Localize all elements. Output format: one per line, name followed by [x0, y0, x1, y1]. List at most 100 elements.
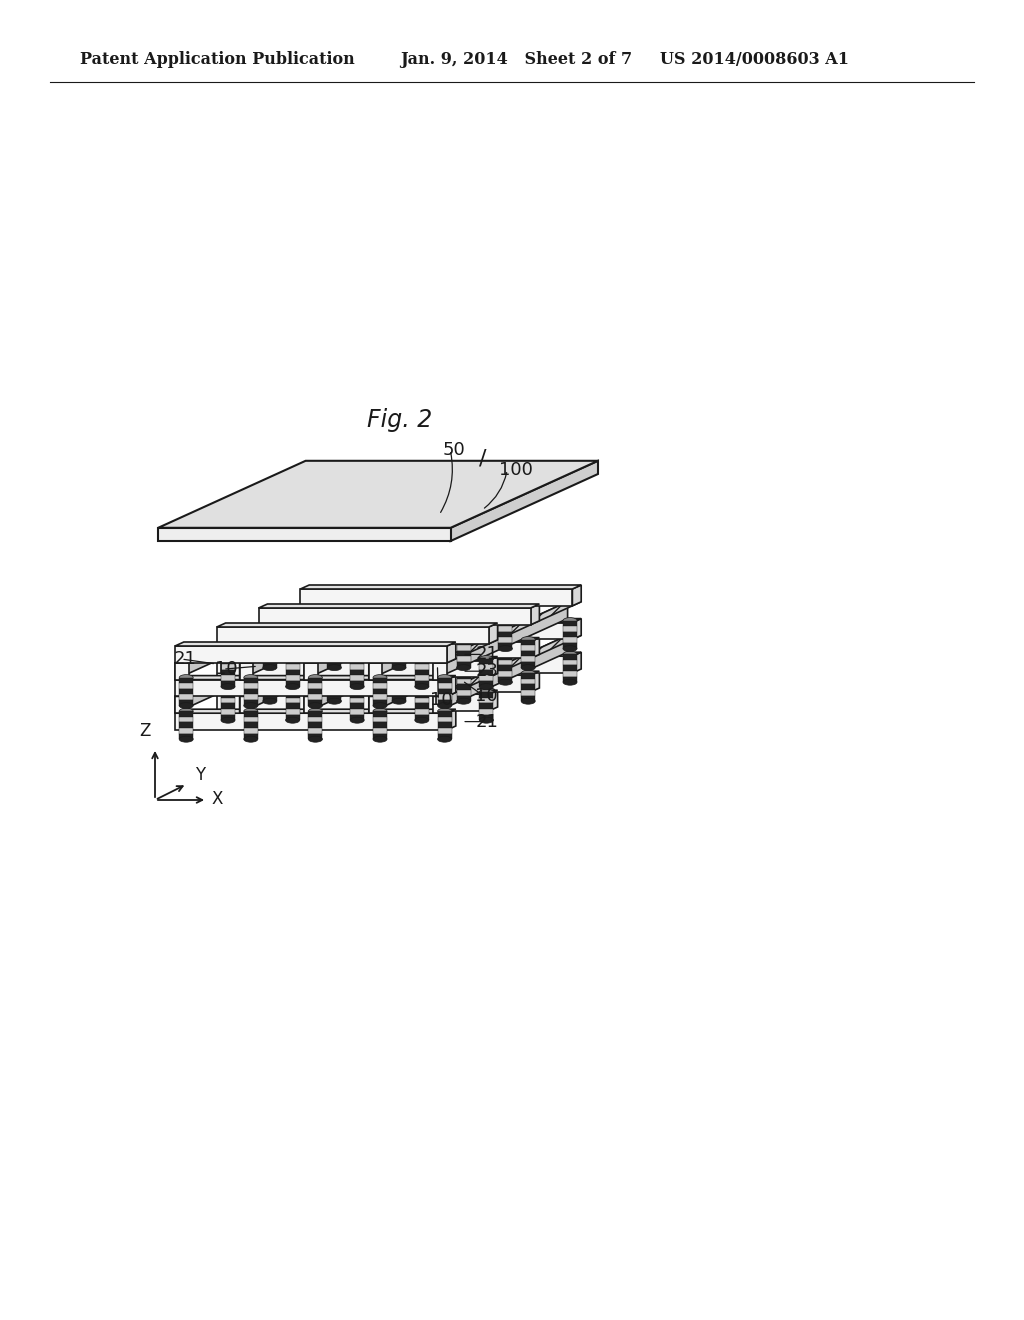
- Text: Jan. 9, 2014   Sheet 2 of 7: Jan. 9, 2014 Sheet 2 of 7: [400, 51, 632, 69]
- Ellipse shape: [415, 656, 429, 661]
- Ellipse shape: [304, 651, 318, 657]
- Polygon shape: [328, 690, 341, 696]
- Polygon shape: [457, 645, 471, 651]
- Ellipse shape: [499, 651, 512, 657]
- Polygon shape: [521, 678, 536, 684]
- Ellipse shape: [499, 618, 512, 623]
- Polygon shape: [437, 700, 452, 706]
- Ellipse shape: [350, 656, 365, 661]
- Polygon shape: [263, 673, 276, 678]
- Ellipse shape: [370, 680, 383, 685]
- Polygon shape: [300, 619, 582, 623]
- Ellipse shape: [479, 656, 494, 661]
- Ellipse shape: [373, 709, 387, 714]
- Ellipse shape: [304, 645, 318, 652]
- Polygon shape: [373, 689, 387, 694]
- Polygon shape: [521, 696, 536, 701]
- Polygon shape: [217, 660, 488, 677]
- Ellipse shape: [437, 737, 452, 742]
- Polygon shape: [415, 669, 429, 676]
- Text: US 2014/0008603 A1: US 2014/0008603 A1: [660, 51, 849, 69]
- Polygon shape: [328, 640, 341, 645]
- Polygon shape: [392, 690, 406, 696]
- Polygon shape: [437, 684, 452, 689]
- Polygon shape: [328, 651, 341, 656]
- Ellipse shape: [437, 675, 452, 681]
- Polygon shape: [370, 638, 383, 643]
- Polygon shape: [437, 722, 452, 729]
- Ellipse shape: [563, 680, 577, 685]
- Polygon shape: [530, 605, 540, 624]
- Ellipse shape: [479, 684, 494, 689]
- Polygon shape: [373, 734, 387, 739]
- Ellipse shape: [563, 645, 577, 652]
- Text: 23: 23: [475, 663, 499, 680]
- Ellipse shape: [286, 656, 300, 661]
- Polygon shape: [300, 652, 582, 656]
- Text: Z: Z: [139, 722, 151, 741]
- Ellipse shape: [499, 680, 512, 685]
- Polygon shape: [437, 689, 452, 694]
- Polygon shape: [563, 665, 577, 671]
- Polygon shape: [158, 461, 598, 528]
- Polygon shape: [304, 660, 318, 665]
- Polygon shape: [369, 697, 382, 713]
- Polygon shape: [175, 713, 447, 730]
- Polygon shape: [263, 684, 276, 690]
- Polygon shape: [457, 673, 471, 678]
- Polygon shape: [300, 656, 572, 673]
- Polygon shape: [434, 620, 447, 626]
- Polygon shape: [175, 663, 188, 680]
- Text: X: X: [212, 789, 223, 808]
- Ellipse shape: [521, 664, 536, 671]
- Text: 21: 21: [173, 649, 196, 668]
- Polygon shape: [286, 669, 300, 676]
- Polygon shape: [479, 709, 494, 714]
- Polygon shape: [392, 656, 406, 663]
- Polygon shape: [328, 645, 341, 651]
- Ellipse shape: [457, 698, 471, 704]
- Polygon shape: [304, 643, 318, 648]
- Polygon shape: [179, 722, 194, 729]
- Polygon shape: [175, 676, 456, 680]
- Polygon shape: [434, 677, 447, 682]
- Polygon shape: [240, 602, 374, 680]
- Polygon shape: [521, 690, 536, 696]
- Polygon shape: [415, 692, 429, 698]
- Polygon shape: [521, 656, 536, 663]
- Polygon shape: [434, 671, 447, 677]
- Polygon shape: [499, 665, 512, 671]
- Ellipse shape: [179, 737, 194, 742]
- Ellipse shape: [350, 684, 365, 689]
- Polygon shape: [350, 698, 365, 704]
- Polygon shape: [244, 694, 258, 700]
- Polygon shape: [179, 689, 194, 694]
- Polygon shape: [373, 722, 387, 729]
- Polygon shape: [415, 659, 429, 664]
- Ellipse shape: [328, 636, 341, 643]
- Polygon shape: [392, 640, 406, 645]
- Polygon shape: [350, 704, 365, 709]
- Polygon shape: [308, 694, 323, 700]
- Polygon shape: [499, 626, 512, 632]
- Polygon shape: [563, 655, 577, 660]
- Polygon shape: [530, 638, 540, 659]
- Polygon shape: [263, 656, 276, 663]
- Polygon shape: [175, 680, 447, 697]
- Polygon shape: [221, 704, 234, 709]
- Text: /: /: [479, 449, 486, 469]
- Polygon shape: [217, 623, 498, 627]
- Ellipse shape: [179, 675, 194, 681]
- Polygon shape: [415, 676, 429, 681]
- Polygon shape: [179, 684, 194, 689]
- Ellipse shape: [437, 709, 452, 714]
- Ellipse shape: [221, 689, 234, 696]
- Polygon shape: [479, 676, 494, 681]
- Polygon shape: [263, 640, 276, 645]
- Polygon shape: [434, 643, 447, 648]
- Polygon shape: [308, 734, 323, 739]
- Polygon shape: [221, 669, 234, 676]
- Polygon shape: [179, 711, 194, 717]
- Polygon shape: [373, 677, 387, 684]
- Polygon shape: [433, 602, 567, 680]
